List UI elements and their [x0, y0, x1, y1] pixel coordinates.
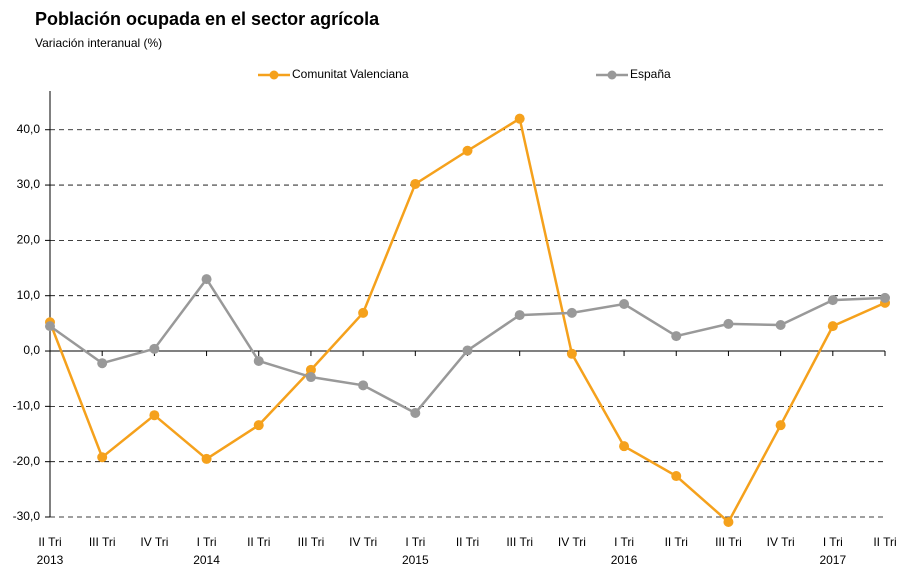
chart-subtitle: Variación interanual (%)	[35, 36, 162, 50]
x-year-label: 2015	[402, 553, 429, 567]
data-point	[827, 321, 838, 332]
data-point	[358, 380, 369, 391]
data-point	[253, 420, 264, 431]
data-point	[462, 145, 473, 156]
x-tick-label: III Tri	[715, 535, 742, 549]
data-point	[514, 113, 525, 124]
x-year-label: 2013	[37, 553, 64, 567]
x-tick-label: II Tri	[38, 535, 61, 549]
data-point	[723, 318, 734, 329]
x-tick-label: I Tri	[614, 535, 634, 549]
data-point	[775, 420, 786, 431]
y-tick-label: 10,0	[17, 288, 41, 302]
x-tick-label: II Tri	[873, 535, 896, 549]
x-year-label: 2016	[611, 553, 638, 567]
data-point	[775, 320, 786, 331]
data-point	[827, 295, 838, 306]
data-point	[97, 452, 108, 463]
data-point	[566, 307, 577, 318]
data-point	[201, 274, 212, 285]
x-tick-label: II Tri	[247, 535, 270, 549]
legend-label: Comunitat Valenciana	[292, 67, 409, 81]
x-tick-label: III Tri	[89, 535, 116, 549]
x-tick-label: IV Tri	[140, 535, 168, 549]
data-point	[410, 178, 421, 189]
data-point	[253, 355, 264, 366]
data-point	[462, 345, 473, 356]
x-tick-label: I Tri	[823, 535, 843, 549]
data-point	[671, 331, 682, 342]
data-point	[880, 292, 890, 303]
y-tick-label: 20,0	[17, 233, 41, 247]
x-tick-label: I Tri	[405, 535, 425, 549]
x-tick-label: IV Tri	[767, 535, 795, 549]
data-point	[149, 343, 160, 354]
data-point	[358, 307, 369, 318]
legend-label: España	[630, 67, 671, 81]
x-tick-label: III Tri	[506, 535, 533, 549]
x-tick-label: I Tri	[197, 535, 217, 549]
y-tick-label: -30,0	[13, 509, 41, 523]
y-tick-label: -20,0	[13, 454, 41, 468]
legend-marker	[607, 70, 617, 80]
data-point	[305, 364, 316, 375]
data-point	[619, 299, 630, 309]
x-tick-label: II Tri	[456, 535, 479, 549]
x-tick-label: III Tri	[298, 535, 325, 549]
y-tick-label: 40,0	[17, 122, 41, 136]
data-point	[619, 441, 630, 452]
x-tick-label: IV Tri	[349, 535, 377, 549]
x-year-label: 2014	[193, 553, 220, 567]
x-tick-label: II Tri	[665, 535, 688, 549]
data-point	[671, 471, 682, 482]
y-tick-label: 0,0	[23, 343, 40, 357]
data-point	[45, 321, 55, 332]
data-point	[514, 310, 525, 321]
data-point	[723, 516, 734, 527]
legend-marker	[269, 70, 279, 80]
x-tick-label: IV Tri	[558, 535, 586, 549]
data-point	[305, 372, 316, 383]
y-tick-label: -10,0	[13, 399, 41, 413]
data-point	[149, 410, 160, 421]
data-point	[97, 358, 108, 369]
chart-title: Población ocupada en el sector agrícola	[35, 9, 380, 29]
y-tick-label: 30,0	[17, 177, 41, 191]
data-point	[410, 407, 421, 418]
x-year-label: 2017	[819, 553, 846, 567]
data-point	[201, 453, 212, 464]
data-point	[566, 348, 577, 359]
